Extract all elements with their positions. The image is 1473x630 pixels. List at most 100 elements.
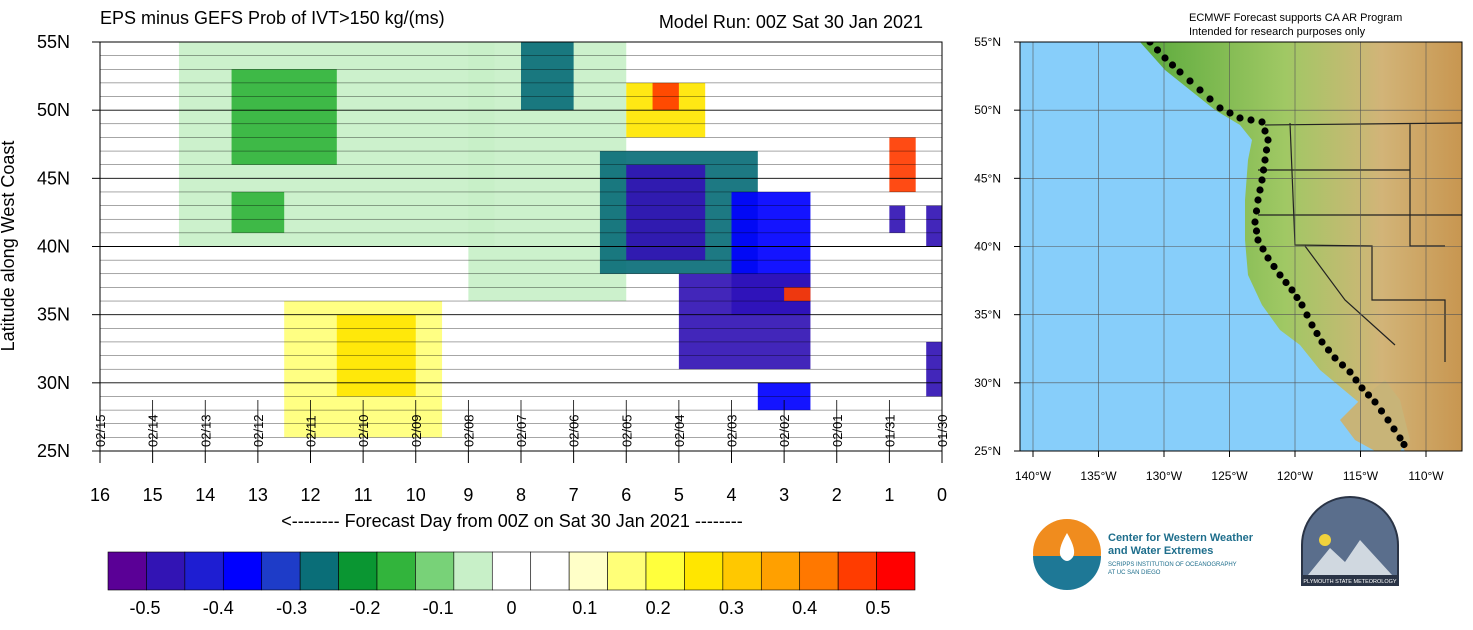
coast-point xyxy=(1346,368,1354,376)
date-label: 02/15 xyxy=(93,414,108,447)
date-label: 01/30 xyxy=(935,414,950,447)
coast-point xyxy=(1364,391,1373,399)
coast-point xyxy=(1259,166,1268,174)
colorbar-swatch xyxy=(722,551,762,591)
coast-point xyxy=(1251,218,1259,226)
coast-point xyxy=(1254,236,1262,244)
map-lon-label: 115°W xyxy=(1343,469,1379,483)
coast-point xyxy=(1153,46,1162,54)
colorbar-swatch xyxy=(491,551,532,591)
coast-point xyxy=(1146,42,1154,46)
mountain-icon xyxy=(1308,540,1392,575)
coast-point xyxy=(1226,109,1234,117)
heatmap-cell xyxy=(784,287,811,302)
state-borders xyxy=(1258,122,1462,362)
coast-point xyxy=(1236,114,1244,122)
colorbar-swatch xyxy=(760,551,801,591)
coast-point xyxy=(1358,384,1366,392)
coast-point xyxy=(1247,116,1255,124)
colorbar-swatch xyxy=(261,551,301,591)
x-tick-label: 7 xyxy=(569,485,579,505)
date-label: 02/05 xyxy=(619,414,634,447)
x-tick-label: 4 xyxy=(726,485,736,505)
x-tick-label: 2 xyxy=(832,485,842,505)
y-tick-label: 55N xyxy=(37,32,70,52)
date-label: 02/07 xyxy=(514,414,529,447)
date-label: 02/08 xyxy=(461,414,476,447)
coast-point xyxy=(1384,416,1392,424)
map-lat-label: 25°N xyxy=(974,444,1001,458)
colorbar-swatch xyxy=(799,551,839,591)
coast-point xyxy=(1324,346,1333,354)
colorbar-label: 0.4 xyxy=(792,598,817,618)
colorbar-label: 0.3 xyxy=(719,598,744,618)
coast-point xyxy=(1196,86,1204,94)
cw3e-name-line1: Center for Western Weather xyxy=(1108,532,1254,544)
map-lat-label: 55°N xyxy=(974,35,1001,49)
coast-point xyxy=(1258,176,1266,184)
heatmap-cell xyxy=(521,42,574,111)
colorbar-swatch xyxy=(415,551,455,591)
cw3e-affiliation-line2: AT UC SAN DIEGO xyxy=(1108,570,1161,576)
coast-point xyxy=(1176,68,1184,76)
date-label: 02/06 xyxy=(567,414,582,447)
coast-point xyxy=(1396,434,1404,442)
colorbar-label: -0.3 xyxy=(276,598,307,618)
y-axis: 25N 30N 35N 40N 45N 50N 55N xyxy=(37,32,100,461)
colorbar-label: 0.5 xyxy=(865,598,890,618)
cw3e-name-line2: and Water Extremes xyxy=(1108,545,1213,557)
date-label: 02/11 xyxy=(304,415,319,447)
y-tick-label: 50N xyxy=(37,100,70,120)
sun-icon xyxy=(1319,534,1331,546)
colorbar-swatch xyxy=(453,551,493,591)
colorbar-swatch xyxy=(107,551,147,591)
map-grid xyxy=(1020,42,1462,451)
colorbar-label: 0.1 xyxy=(572,598,597,618)
colorbar-label: 0 xyxy=(506,598,516,618)
y-tick-label: 30N xyxy=(37,373,70,393)
coast-point xyxy=(1186,77,1194,85)
x-tick-label: 8 xyxy=(516,485,526,505)
map-lat-label: 50°N xyxy=(974,103,1001,117)
colorbar-label: -0.5 xyxy=(129,598,160,618)
x-tick-label: 6 xyxy=(621,485,631,505)
map-lon-label: 130°W xyxy=(1146,469,1183,483)
y-axis-label: Latitude along West Coast xyxy=(0,141,18,352)
colorbar-swatch xyxy=(607,551,647,591)
colorbar-swatch xyxy=(338,551,378,591)
heatmap-cell xyxy=(626,164,706,261)
map-lon-label: 125°W xyxy=(1211,469,1248,483)
y-tick-label: 40N xyxy=(37,237,70,257)
x-tick-label: 1 xyxy=(884,485,894,505)
map-lon-label: 140°W xyxy=(1015,469,1052,483)
psu-logo-text: PLYMOUTH STATE METEOROLOGY xyxy=(1303,579,1397,585)
colorbar-swatch xyxy=(299,551,339,591)
coast-point xyxy=(1308,321,1316,329)
colorbar-swatch xyxy=(837,551,877,591)
colorbar-swatch xyxy=(876,551,916,591)
colorbar-label: -0.2 xyxy=(349,598,380,618)
coast-point xyxy=(1262,146,1271,154)
x-tick-label: 10 xyxy=(406,485,426,505)
x-tick-label: 5 xyxy=(674,485,684,505)
map-lat-label: 45°N xyxy=(974,171,1001,185)
x-tick-label: 14 xyxy=(195,485,215,505)
x-tick-label: 13 xyxy=(248,485,268,505)
colorbar-swatch xyxy=(184,551,224,591)
map-lat-label: 40°N xyxy=(974,240,1001,254)
heatmap-cell xyxy=(231,191,285,233)
heatmap-cell xyxy=(926,205,942,247)
colorbar-swatch xyxy=(222,551,263,591)
coast-point xyxy=(1264,136,1272,144)
map-note-line2: Intended for research purposes only xyxy=(1189,26,1366,38)
colorbar-swatch xyxy=(568,551,608,591)
colorbar: -0.5 -0.4 -0.3 -0.2 -0.1 0 0.1 0.2 0.3 0.4 0.5 xyxy=(107,551,916,618)
colorbar-swatch xyxy=(645,551,685,591)
map-lon-label: 120°W xyxy=(1277,469,1314,483)
heatmap-cell xyxy=(231,69,337,165)
colorbar-label: -0.4 xyxy=(203,598,234,618)
coast-point xyxy=(1293,293,1301,302)
map-lat-label: 35°N xyxy=(974,308,1001,322)
x-axis: 16 15 14 13 12 11 10 9 8 7 6 5 4 3 2 1 0 xyxy=(90,451,947,505)
colorbar-label: -0.1 xyxy=(423,598,454,618)
